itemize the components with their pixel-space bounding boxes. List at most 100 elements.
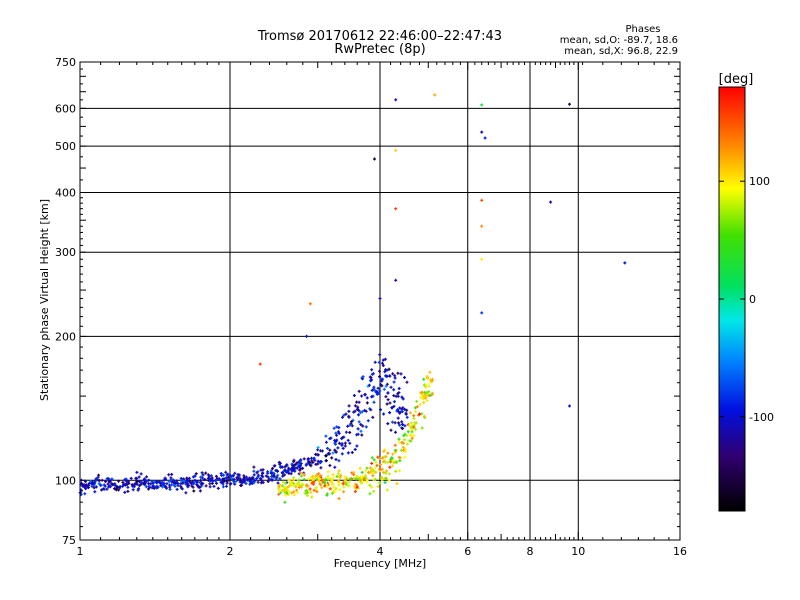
echo-point: [304, 463, 308, 467]
echo-point: [281, 474, 285, 478]
echo-point: [405, 415, 409, 419]
echo-point: [227, 475, 230, 479]
echo-point: [277, 460, 281, 464]
echo-point: [384, 471, 388, 475]
echo-point: [384, 384, 388, 388]
echo-point: [100, 478, 104, 482]
echo-point: [353, 448, 357, 451]
echo-point: [382, 470, 386, 474]
echo-point: [394, 469, 398, 473]
echo-point: [206, 477, 210, 480]
echo-point: [129, 476, 133, 480]
echo-point: [420, 391, 424, 394]
echo-point: [395, 482, 399, 486]
echo-point: [248, 480, 252, 483]
echo-point: [330, 491, 334, 495]
echo-point: [340, 442, 343, 446]
echo-point: [328, 437, 332, 441]
echo-point: [379, 408, 382, 412]
grid-lines: [80, 62, 680, 540]
echo-point: [396, 394, 400, 398]
echo-point: [184, 491, 188, 495]
echo-point: [413, 423, 417, 427]
echo-point: [405, 408, 409, 412]
echo-point: [369, 470, 373, 473]
echo-point: [433, 93, 437, 97]
echo-point: [352, 410, 356, 414]
echo-point: [314, 452, 318, 456]
echo-point: [261, 481, 265, 484]
echo-point: [242, 479, 246, 483]
echo-point: [335, 438, 339, 442]
echo-point: [355, 433, 359, 437]
echo-point: [364, 425, 368, 429]
echo-point: [96, 475, 100, 479]
echo-point: [360, 475, 364, 479]
echo-point: [295, 466, 299, 470]
echo-point: [281, 489, 285, 493]
echo-point: [352, 394, 356, 397]
echo-point: [224, 470, 228, 474]
echo-point: [169, 476, 173, 480]
echo-point: [272, 471, 275, 475]
echo-point: [346, 438, 350, 442]
echo-point: [233, 471, 237, 475]
echo-point: [392, 394, 396, 398]
echo-point: [425, 399, 429, 402]
echo-point: [299, 459, 303, 463]
echo-point: [244, 482, 248, 485]
echo-point: [394, 278, 398, 282]
echo-point: [83, 492, 87, 496]
echo-point: [374, 470, 378, 474]
echo-point: [378, 467, 382, 471]
echo-point: [90, 482, 94, 486]
echo-point: [407, 423, 411, 427]
echo-point: [394, 148, 398, 152]
echo-point: [372, 385, 376, 389]
echo-point: [165, 482, 169, 486]
echo-point: [204, 484, 208, 488]
echo-point: [312, 456, 316, 460]
echo-point: [131, 488, 135, 492]
echo-point: [113, 487, 116, 491]
echo-point: [409, 439, 413, 443]
echo-point: [185, 476, 189, 480]
echo-point: [396, 408, 400, 412]
echo-point: [377, 392, 381, 395]
echo-point: [376, 386, 380, 390]
echo-point: [309, 464, 313, 468]
echo-point: [200, 471, 204, 475]
echo-point: [286, 485, 290, 489]
echo-point: [623, 261, 627, 265]
echo-point: [295, 461, 299, 465]
echo-point: [391, 464, 394, 468]
echo-point: [117, 479, 121, 483]
echo-point: [392, 459, 396, 463]
echo-point: [382, 412, 386, 416]
echo-point: [336, 446, 340, 450]
echo-point: [383, 370, 387, 374]
echo-point: [483, 136, 487, 140]
echo-point: [139, 472, 143, 476]
echo-point: [403, 438, 406, 442]
echo-point: [361, 479, 364, 483]
echo-point: [413, 406, 417, 410]
echo-point: [225, 477, 229, 481]
echo-point: [211, 479, 215, 483]
echo-point: [394, 460, 398, 464]
echo-point: [252, 481, 256, 485]
echo-point: [233, 482, 237, 486]
x-tick-labels: 1 2 4 6 8 10 16: [77, 545, 688, 558]
echo-point: [283, 500, 287, 504]
echo-point: [383, 357, 387, 361]
echo-point: [342, 490, 346, 494]
echo-point: [409, 425, 413, 429]
echo-point: [348, 441, 352, 445]
echo-point: [334, 458, 338, 461]
echo-point: [291, 468, 295, 472]
echo-point: [167, 473, 171, 477]
echo-point: [379, 463, 383, 467]
echo-point: [373, 157, 376, 161]
echo-point: [321, 480, 325, 484]
echo-point: [347, 415, 351, 419]
